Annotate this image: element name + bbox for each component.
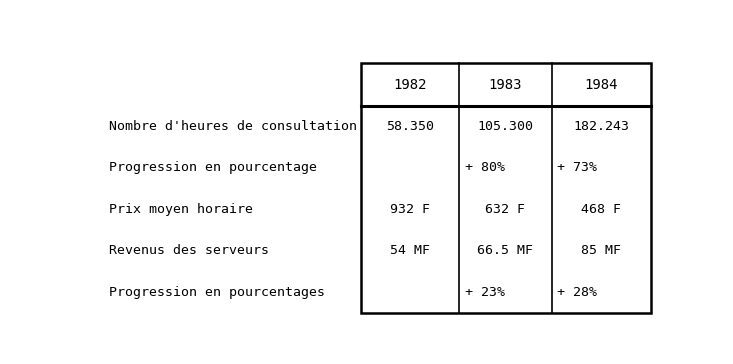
Bar xyxy=(361,63,651,313)
Text: 105.300: 105.300 xyxy=(477,120,534,133)
Text: Progression en pourcentages: Progression en pourcentages xyxy=(108,285,325,298)
Text: 182.243: 182.243 xyxy=(573,120,630,133)
Text: + 73%: + 73% xyxy=(557,161,597,174)
Text: Prix moyen horaire: Prix moyen horaire xyxy=(108,203,253,216)
Text: 85 MF: 85 MF xyxy=(581,244,622,257)
Text: 468 F: 468 F xyxy=(581,203,622,216)
Text: + 28%: + 28% xyxy=(557,285,597,298)
Text: 66.5 MF: 66.5 MF xyxy=(477,244,534,257)
Text: 932 F: 932 F xyxy=(390,203,430,216)
Text: Progression en pourcentage: Progression en pourcentage xyxy=(108,161,317,174)
Text: 54 MF: 54 MF xyxy=(390,244,430,257)
Text: 1983: 1983 xyxy=(489,78,522,91)
Text: 632 F: 632 F xyxy=(485,203,526,216)
Text: + 80%: + 80% xyxy=(465,161,505,174)
Text: 1982: 1982 xyxy=(394,78,427,91)
Text: 1984: 1984 xyxy=(585,78,618,91)
Text: Revenus des serveurs: Revenus des serveurs xyxy=(108,244,269,257)
Text: Nombre d'heures de consultation: Nombre d'heures de consultation xyxy=(108,120,357,133)
Text: 58.350: 58.350 xyxy=(386,120,435,133)
Text: + 23%: + 23% xyxy=(465,285,505,298)
